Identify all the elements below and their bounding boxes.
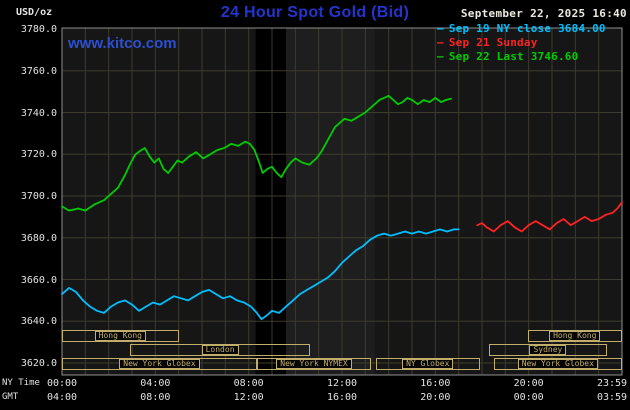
x-axis-gmt-label: GMT: [2, 392, 19, 402]
y-axis-tick: 3640.0: [20, 316, 57, 328]
legend-item-sep22: – Sep 22 Last 3746.60: [437, 51, 578, 63]
series-line-2: [61, 94, 452, 212]
x-axis-tick-gmt: 08:00: [140, 392, 171, 403]
session-label: Hong Kong: [549, 331, 601, 341]
x-axis-tick-ny: 08:00: [233, 378, 264, 389]
legend-item-sep19: – Sep 19 NY close 3684.00: [437, 23, 606, 35]
y-axis-tick: 3760.0: [20, 65, 57, 77]
kitco-watermark-link[interactable]: www.kitco.com: [68, 35, 177, 52]
session-label: Sydney: [529, 345, 567, 355]
x-axis-ny-time-label: NY Time: [2, 378, 40, 388]
y-axis-tick: 3780.0: [20, 24, 57, 35]
session-bar: NY Globex: [375, 358, 480, 370]
legend-label: Sep 19 NY close 3684.00: [448, 22, 606, 35]
legend-label: Sep 22 Last 3746.60: [448, 50, 579, 63]
session-bar: New York NYMEX: [256, 358, 372, 370]
session-bar: Hong Kong: [527, 330, 622, 342]
x-axis-tick-gmt: 12:00: [233, 392, 264, 403]
datetime-label: September 22, 2025 16:40: [460, 7, 627, 20]
session-label: Hong Kong: [94, 331, 146, 341]
legend-dash-icon: –: [437, 36, 444, 49]
session-label: New York NYMEX: [276, 359, 352, 369]
y-axis-tick: 3700.0: [20, 191, 57, 202]
x-axis-tick-ny: 16:00: [420, 378, 451, 389]
y-axis-tick: 3680.0: [20, 232, 57, 244]
x-axis-tick-gmt: 16:00: [326, 392, 358, 403]
x-axis-tick-ny: 12:00: [326, 378, 358, 389]
session-label: New York Globex: [119, 359, 200, 369]
x-axis-tick-ny: 23:59: [596, 378, 628, 389]
session-label: New York Globex: [517, 359, 598, 369]
series-line-1: [476, 201, 623, 233]
legend-dash-icon: –: [437, 22, 444, 35]
y-axis-tick: 3740.0: [20, 107, 57, 119]
chart-title: 24 Hour Spot Gold (Bid): [220, 4, 410, 21]
session-shading-band: [286, 28, 375, 375]
y-axis-tick: 3720.0: [20, 149, 57, 161]
session-bar: New York Globex: [62, 358, 257, 370]
x-axis-tick-gmt: 04:00: [46, 392, 78, 403]
legend-item-sep21: – Sep 21 Sunday: [437, 37, 538, 49]
x-axis-tick-ny: 20:00: [513, 378, 544, 389]
session-bar: Hong Kong: [62, 330, 179, 342]
legend-dash-icon: –: [437, 50, 444, 63]
legend-label: Sep 21 Sunday: [448, 36, 538, 49]
x-axis-tick-gmt: 20:00: [420, 392, 451, 403]
x-axis-tick-gmt: 00:00: [513, 392, 544, 403]
session-shading-band: [255, 28, 286, 375]
session-bar: London: [129, 344, 311, 356]
session-label: London: [201, 345, 239, 355]
session-bar: Sydney: [489, 344, 607, 356]
y-axis-tick: 3620.0: [20, 358, 57, 369]
x-axis-tick-ny: 00:00: [46, 378, 78, 389]
x-axis-tick-gmt: 03:59: [596, 392, 628, 403]
x-axis-tick-ny: 04:00: [140, 378, 171, 389]
series-line-0: [61, 228, 460, 321]
session-bar: New York Globex: [493, 358, 622, 370]
session-label: NY Globex: [402, 359, 454, 369]
y-axis-unit-label: USD/oz: [16, 7, 53, 18]
y-axis-tick: 3660.0: [20, 274, 57, 286]
